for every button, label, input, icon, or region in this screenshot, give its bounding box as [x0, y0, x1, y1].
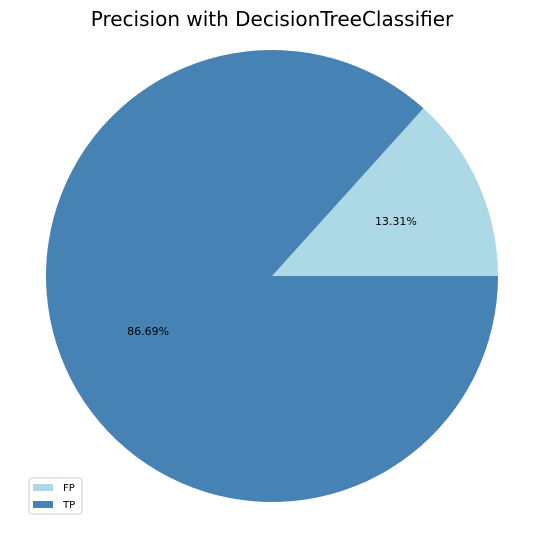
chart-title: Precision with DecisionTreeClassifier [91, 7, 454, 31]
legend-label-tp: TP [62, 500, 75, 511]
legend-swatch-fp [33, 484, 53, 491]
pie-slice-label-fp: 13.31% [375, 215, 417, 228]
pie-slices [46, 50, 498, 502]
pie-slice-label-tp: 86.69% [127, 325, 169, 338]
legend: FP TP [29, 478, 82, 514]
legend-swatch-tp [33, 501, 53, 508]
legend-label-fp: FP [63, 483, 75, 494]
